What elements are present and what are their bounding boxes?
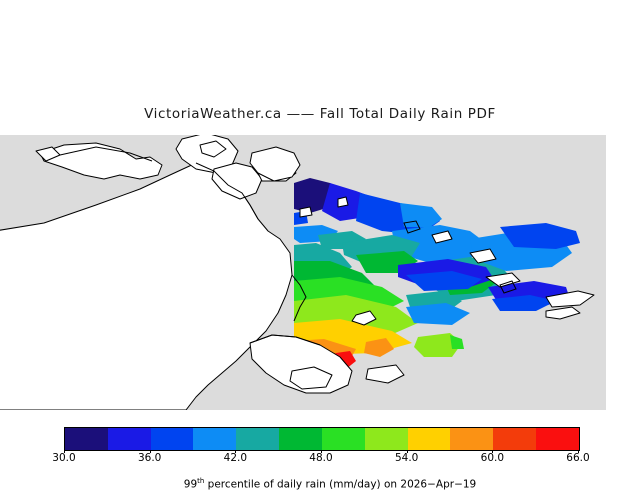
land-inset-g [545, 290, 595, 308]
precip-far-right-blue2 [492, 295, 556, 311]
land-texada-lobe [199, 140, 227, 158]
colorbar-tickmark-5 [492, 450, 494, 453]
colorbar-tickmark-0 [64, 450, 65, 453]
caption-rest: percentile of daily rain (mm/day) on 202… [204, 478, 477, 491]
colorbar-swatch-3 [193, 428, 237, 450]
colorbar-ticklabel-1: 36.0 [137, 452, 162, 464]
land-lasqueti [211, 162, 263, 200]
land-inset-d [365, 364, 405, 384]
precip-island-orange [364, 338, 394, 357]
precip-band-39-42b [392, 225, 486, 263]
colorbar-swatch-0 [65, 428, 108, 450]
land-vancouver-island [0, 162, 293, 410]
colorbar-swatch-9 [450, 428, 494, 450]
colorbar-ticklabel-2: 42.0 [223, 452, 248, 464]
colorbar-ticklabel-4: 54.0 [394, 452, 419, 464]
land-inset-f [485, 272, 521, 288]
precip-right-darkblue-b [406, 271, 482, 291]
land-inset-h [545, 306, 581, 320]
colorbar-swatch-6 [321, 428, 365, 450]
colorbar-tickmark-3 [321, 450, 322, 453]
colorbar-ticklabel-5: 60.0 [480, 452, 505, 464]
precip-island-green-core [450, 335, 464, 349]
colorbar-swatch-11 [536, 428, 579, 450]
colorbar-ticks: 30.0 36.0 42.0 48.0 54.0 60.0 66.0 [0, 450, 640, 464]
page-title: VictoriaWeather.ca —— Fall Total Daily R… [144, 106, 496, 122]
land-inset-a [337, 196, 349, 208]
precipitation-map[interactable] [0, 135, 606, 410]
precip-island-green [414, 333, 462, 357]
colorbar-swatch-4 [236, 428, 280, 450]
colorbar-tickmark-2 [235, 450, 237, 453]
colorbar-tickmark-4 [406, 450, 408, 453]
precip-field [294, 178, 580, 373]
map-panel[interactable] [0, 135, 606, 410]
colorbar-swatch-8 [407, 428, 451, 450]
precip-right-lightblue2 [406, 303, 470, 325]
landmass-group [0, 135, 595, 410]
colorbar-tickmark-1 [149, 450, 151, 453]
land-inset-e [469, 248, 497, 264]
colorbar-area: 30.0 36.0 42.0 48.0 54.0 60.0 66.0 99th percen… [0, 420, 640, 491]
colorbar-swatch-1 [107, 428, 151, 450]
coastline-detail [59, 146, 517, 346]
precip-right-blue [500, 223, 580, 249]
colorbar-ticklabel-6: 66.0 [566, 452, 590, 464]
colorbar-caption: 99th percentile of daily rain (mm/day) o… [0, 465, 640, 503]
land-central-island-a [249, 146, 301, 182]
land-inset-b [299, 206, 313, 218]
colorbar-swatch-7 [364, 428, 408, 450]
colorbar[interactable] [64, 427, 580, 451]
land-inset-c [351, 310, 377, 326]
colorbar-swatch-10 [493, 428, 537, 450]
colorbar-ticklabel-3: 48.0 [309, 452, 333, 464]
screenshot-root: VictoriaWeather.ca —— Fall Total Daily R… [0, 106, 640, 491]
caption-prefix: 99 [183, 478, 198, 491]
land-northwest-chain [39, 142, 163, 180]
land-south-lobe [289, 366, 333, 390]
colorbar-tickmark-6 [578, 450, 579, 453]
colorbar-swatch-2 [150, 428, 194, 450]
colorbar-ticklabel-0: 30.0 [52, 452, 76, 464]
land-inset-i [431, 230, 453, 244]
colorbar-swatch-5 [279, 428, 322, 450]
precip-band-39-42a [400, 203, 442, 227]
